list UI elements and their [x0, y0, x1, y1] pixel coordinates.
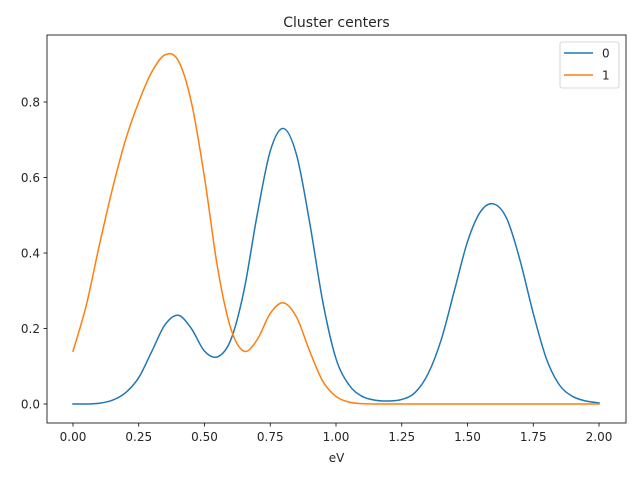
x-tick-label: 1.75 — [520, 430, 547, 444]
x-axis-label: eV — [329, 451, 345, 465]
y-tick-label: 0.8 — [21, 96, 40, 110]
legend-box — [559, 41, 620, 89]
y-tick-label: 0.2 — [21, 322, 40, 336]
x-tick-label: 0.75 — [257, 430, 284, 444]
y-tick-label: 0.0 — [21, 398, 40, 412]
legend-label-0: 0 — [602, 47, 610, 61]
legend-label-1: 1 — [602, 69, 610, 83]
x-tick-label: 1.25 — [388, 430, 415, 444]
x-axis-ticks: 0.00 0.25 0.50 0.75 1.00 1.25 1.50 1.75 2.00 — [60, 423, 613, 444]
x-tick-label: 1.00 — [323, 430, 350, 444]
series-line-1 — [72, 52, 600, 405]
x-tick-label: 0.25 — [125, 430, 152, 444]
y-tick-label: 0.4 — [21, 247, 40, 261]
y-tick-label: 0.6 — [21, 171, 40, 185]
y-axis-ticks: 0.0 0.2 0.4 0.6 0.8 — [21, 96, 47, 412]
plot-lines — [72, 52, 600, 405]
x-tick-label: 0.00 — [60, 430, 87, 444]
series-line-0 — [72, 127, 600, 405]
chart-title: Cluster centers — [283, 15, 389, 31]
x-tick-label: 2.00 — [586, 430, 613, 444]
x-tick-label: 0.50 — [191, 430, 218, 444]
legend: 0 1 — [559, 41, 620, 89]
x-tick-label: 1.50 — [454, 430, 481, 444]
axes-frame — [46, 34, 627, 424]
